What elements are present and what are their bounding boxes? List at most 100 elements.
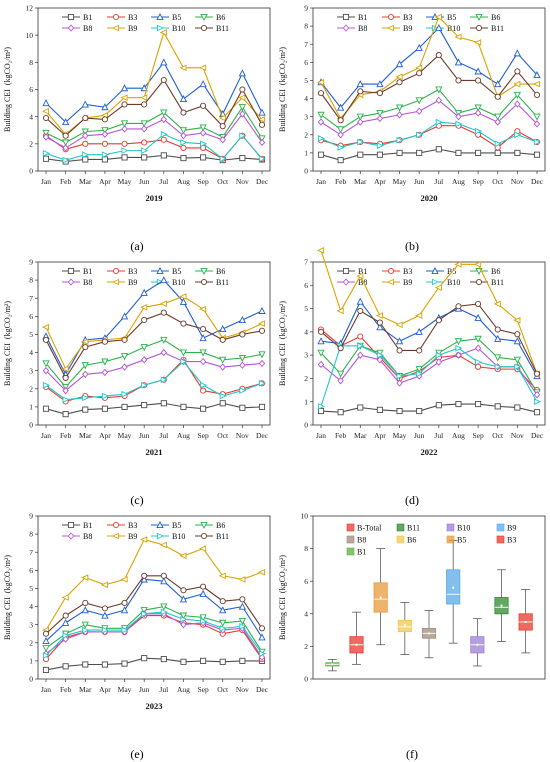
point-3-B5-2 [356, 297, 364, 305]
series-line-3-B3 [320, 329, 538, 391]
legend-label-2-B5: B5 [172, 267, 181, 276]
legend-marker-4-B6 [200, 521, 208, 529]
point-0-B8-11 [258, 138, 266, 147]
x-tick-label-3-0: Jan [316, 431, 326, 440]
legend-label-0-B6: B6 [216, 13, 225, 22]
x-tick-label-3-6: Jul [434, 431, 443, 440]
point-3-B6-9 [494, 354, 502, 362]
point-1-B10-8 [475, 127, 483, 135]
point-1-B10-6 [435, 118, 443, 126]
point-2-B8-8 [199, 357, 207, 366]
point-2-B5-8 [199, 334, 207, 342]
legend-marker-4-B11 [200, 532, 208, 540]
point-0-B6-1 [61, 139, 70, 147]
y-tick-label-3-4: 4 [304, 327, 308, 336]
point-3-B9-3 [375, 312, 383, 319]
y-tick-label-1-7: 7 [304, 40, 308, 49]
point-2-B11-5 [141, 316, 148, 324]
point-0-B5-6 [160, 58, 168, 66]
x-tick-label-0-10: Nov [236, 177, 249, 186]
legend-label-B10: B10 [457, 524, 470, 533]
legend-marker-4-B9 [111, 532, 120, 540]
point-4-B5-6 [160, 577, 168, 585]
series-line-0-B10 [45, 133, 263, 161]
year-label-0: 2019 [146, 193, 163, 203]
point-0-B10-6 [160, 131, 168, 138]
x-tick-label-3-9: Oct [492, 431, 504, 440]
point-3-B5-5 [415, 327, 423, 335]
point-4-B9-2 [81, 574, 89, 581]
series-line-1-B11 [320, 54, 538, 122]
point-2-B1-10 [239, 404, 246, 411]
point-3-B9-0 [316, 247, 325, 254]
point-0-B8-0 [42, 133, 50, 141]
point-0-B8-9 [219, 136, 226, 144]
point-0-B8-1 [62, 144, 69, 152]
point-4-B10-3 [101, 626, 109, 634]
point-4-B1-2 [82, 661, 89, 668]
point-2-B10-5 [141, 381, 149, 389]
x-tick-label-2-6: Jul [159, 431, 168, 440]
y-tick-label-1-2: 2 [304, 130, 308, 139]
legend-label-0-B8: B8 [83, 24, 92, 33]
point-3-B9-6 [434, 284, 442, 291]
legend-label-B8: B8 [357, 536, 366, 545]
point-3-B10-2 [357, 342, 365, 350]
point-2-B10-0 [42, 381, 51, 389]
legend-marker-3-B11 [475, 278, 483, 286]
point-3-B11-0 [317, 328, 325, 335]
point-1-B9-10 [513, 80, 521, 88]
point-0-B3-7 [180, 144, 187, 151]
legend-label-4-B1: B1 [83, 521, 92, 530]
legend-label-1-B11: B11 [491, 24, 504, 33]
point-3-B11-4 [396, 347, 403, 354]
x-tick-label-4-0: Jan [41, 685, 51, 694]
x-tick-label-3-8: Sep [472, 431, 484, 440]
x-tick-label-2-5: Jun [139, 431, 150, 440]
point-1-B10-4 [396, 136, 404, 144]
legend-marker-1-B6 [475, 13, 483, 21]
legend-marker-0-B6 [200, 13, 208, 21]
panel-a: 0 2 4 6 8 10 12 Building CEI (kgCO₂/m²) (a) Jan Fe… [0, 0, 275, 254]
y-tick-label-3-0: 0 [304, 421, 308, 430]
point-0-B6-3 [101, 127, 109, 135]
legend-marker-2-B8 [67, 278, 75, 286]
point-0-B6-4 [120, 120, 129, 128]
point-1-B8-0 [317, 118, 325, 126]
point-2-B5-9 [219, 325, 227, 333]
point-3-B11-7 [455, 303, 462, 310]
panel-c: 0 1 2 3 4 5 6 7 8 9 Building CEI (kgCO₂/m²) (c) Jan F… [0, 254, 275, 508]
point-2-B5-11 [258, 306, 266, 314]
legend-label-2-B1: B1 [83, 267, 92, 276]
panel-d: 0 1 2 3 4 5 6 7 Building CEI (kgCO₂/m²) (d) Jan Feb… [275, 247, 550, 508]
point-0-B9-9 [218, 114, 226, 122]
series-line-0-B11 [45, 79, 263, 137]
chart-a-svg: 0 2 4 6 8 10 12 Building CEI (kgCO₂/m²) (a) Jan Fe… [3, 4, 271, 253]
point-0-B5-0 [42, 99, 50, 107]
point-2-B10-8 [200, 381, 208, 389]
legend-label-2-B9: B9 [128, 278, 137, 287]
chart-e-svg: 0 1 2 3 4 5 6 7 8 9 Building CEI (kgCO₂/m²) (e) Jan F… [3, 512, 271, 761]
point-2-B1-11 [258, 403, 266, 410]
legend-label-0-B1: B1 [83, 13, 92, 22]
point-3-B8-11 [533, 391, 541, 399]
y-tick-label-1-6: 6 [304, 58, 308, 67]
point-1-B8-1 [337, 131, 344, 139]
plot-frame-3 [312, 261, 546, 426]
point-4-B1-0 [42, 666, 50, 673]
point-4-B5-2 [81, 606, 89, 614]
x-tick-label-4-3: Apr [99, 685, 111, 694]
y-tick-label-0-0: 0 [29, 167, 33, 176]
point-4-B1-6 [160, 656, 167, 663]
legend-label-3-B8: B8 [358, 278, 367, 287]
point-3-B6-1 [336, 370, 345, 378]
legend-marker-2-B9 [111, 278, 120, 286]
panel-label-5: (f) [406, 747, 418, 761]
legend-swatch-B5 [446, 535, 455, 544]
point-3-B9-9 [493, 300, 501, 308]
legend-label-2-B10: B10 [172, 278, 185, 287]
point-1-B5-2 [356, 80, 364, 88]
point-1-B9-7 [454, 33, 462, 41]
legend-label-B-Total: B-Total [357, 524, 382, 533]
point-2-B11-1 [62, 374, 69, 381]
